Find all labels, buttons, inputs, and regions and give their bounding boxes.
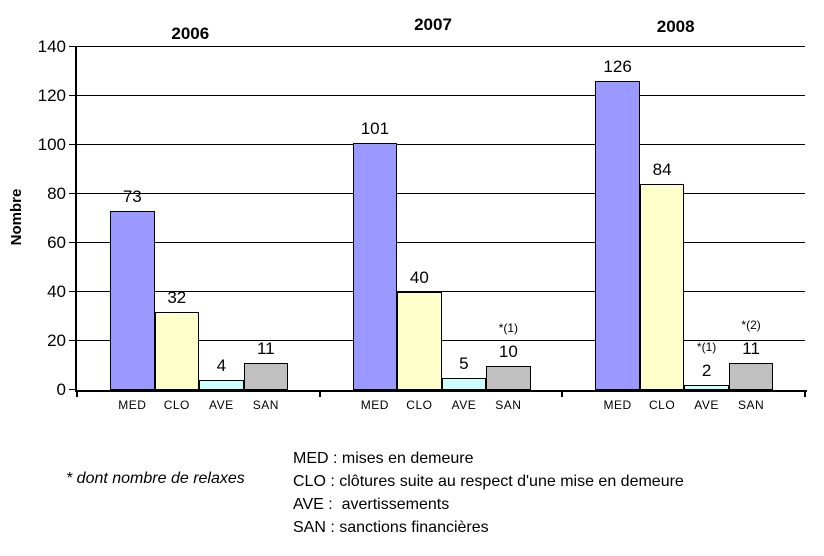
bar-med-2007 (352, 142, 398, 390)
bar-med-2006 (110, 211, 155, 390)
y-tick-label: 120 (37, 86, 66, 105)
gridline (77, 291, 805, 292)
bar-med-2008 (595, 81, 640, 390)
y-tick-label: 0 (56, 380, 66, 399)
category-label: SAN (495, 398, 522, 412)
category-label: SAN (252, 398, 279, 412)
bar-annotation: *(1) (696, 340, 717, 355)
bar-san-2006 (243, 363, 288, 391)
category-label: SAN (738, 398, 765, 412)
gridline (77, 95, 805, 96)
legend-line-ave: AVE : avertissements (293, 496, 450, 513)
bar-value-label: 2 (701, 361, 712, 381)
y-tick-label: 20 (47, 331, 66, 350)
bar-annotation: *(1) (498, 320, 519, 335)
bar-value-label: 11 (256, 339, 275, 359)
year-label: 2008 (656, 17, 695, 36)
gridline (77, 46, 805, 47)
y-tick (69, 389, 77, 390)
x-tick (561, 392, 564, 397)
legend-line-san: SAN : sanctions financières (293, 519, 489, 536)
bar-ave-2006 (199, 380, 244, 390)
category-label: CLO (406, 398, 433, 412)
bar-san-2007 (486, 365, 531, 390)
bar-san-2008 (728, 363, 774, 391)
legend: MED : mises en demeure CLO : clôtures su… (293, 447, 684, 539)
bar-value-label: 73 (122, 187, 142, 207)
bar-value-label: 40 (409, 268, 429, 287)
bar-value-label: 10 (498, 341, 518, 361)
bar-value-label: 32 (167, 287, 187, 307)
category-label: CLO (163, 398, 190, 412)
y-tick (69, 46, 77, 47)
y-tick (69, 340, 77, 341)
category-label: AVE (451, 398, 477, 412)
bar-ave-2007 (441, 377, 487, 391)
x-tick (76, 392, 78, 397)
y-tick (69, 291, 77, 292)
category-label: MED (118, 398, 147, 412)
bar-value-label: 84 (652, 160, 672, 180)
category-label: AVE (694, 398, 719, 412)
bar-value-label: 4 (216, 356, 227, 376)
legend-line-clo: CLO : clôtures suite au respect d'une mi… (293, 473, 684, 490)
y-axis-line (75, 47, 77, 390)
y-tick-label: 40 (47, 282, 66, 301)
bar-value-label: 101 (360, 118, 390, 138)
year-label: 2006 (171, 24, 210, 43)
bar-value-label: 126 (603, 57, 632, 77)
legend-line-med: MED : mises en demeure (293, 450, 474, 467)
x-tick (318, 392, 321, 397)
category-label: AVE (208, 398, 234, 412)
x-tick (804, 392, 806, 397)
chart-footnote: * dont nombre de relaxes (66, 470, 245, 487)
category-label: CLO (649, 398, 676, 412)
gridline (77, 242, 805, 243)
category-label: MED (360, 398, 389, 412)
bar-value-label: 5 (459, 353, 469, 373)
x-axis-line (75, 390, 807, 392)
y-tick-label: 140 (37, 37, 66, 56)
bar-annotation: *(2) (741, 318, 761, 333)
y-axis-title: Nombre (8, 188, 25, 246)
y-tick (69, 242, 77, 243)
year-label: 2007 (414, 15, 452, 34)
gridline (77, 144, 805, 145)
y-tick-label: 100 (37, 135, 66, 154)
y-tick (69, 144, 77, 145)
y-tick-label: 80 (47, 184, 66, 203)
bar-clo-2008 (639, 184, 685, 390)
bar-clo-2007 (397, 292, 442, 390)
bar-ave-2008 (684, 385, 729, 390)
y-tick (69, 95, 77, 96)
bar-clo-2006 (154, 311, 199, 390)
bar-value-label: 11 (742, 339, 760, 359)
y-tick-label: 60 (47, 233, 66, 252)
gridline (77, 193, 805, 194)
y-tick (69, 193, 77, 194)
category-label: MED (603, 398, 632, 412)
